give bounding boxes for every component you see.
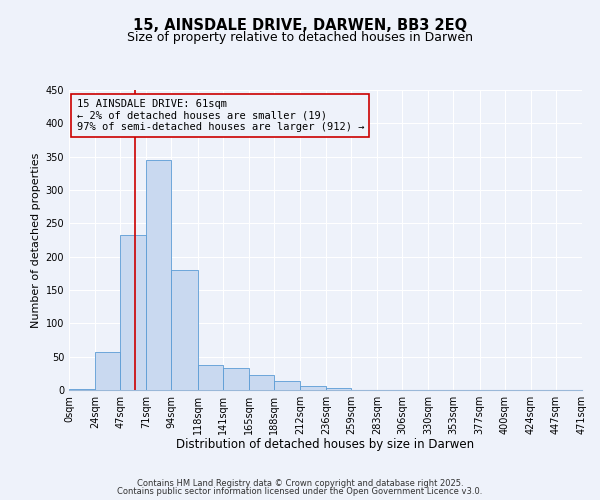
Bar <box>249 376 274 390</box>
Bar <box>120 234 146 390</box>
Text: Contains public sector information licensed under the Open Government Licence v3: Contains public sector information licen… <box>118 487 482 496</box>
Bar <box>197 366 223 390</box>
X-axis label: Distribution of detached houses by size in Darwen: Distribution of detached houses by size … <box>176 438 475 452</box>
Text: Contains HM Land Registry data © Crown copyright and database right 2025.: Contains HM Land Registry data © Crown c… <box>137 478 463 488</box>
Bar <box>95 352 120 390</box>
Bar <box>300 386 326 390</box>
Text: 15 AINSDALE DRIVE: 61sqm
← 2% of detached houses are smaller (19)
97% of semi-de: 15 AINSDALE DRIVE: 61sqm ← 2% of detache… <box>77 99 364 132</box>
Bar <box>69 388 95 390</box>
Bar <box>146 160 172 390</box>
Bar <box>172 270 197 390</box>
Text: Size of property relative to detached houses in Darwen: Size of property relative to detached ho… <box>127 31 473 44</box>
Bar <box>223 368 249 390</box>
Text: 15, AINSDALE DRIVE, DARWEN, BB3 2EQ: 15, AINSDALE DRIVE, DARWEN, BB3 2EQ <box>133 18 467 32</box>
Bar <box>274 380 300 390</box>
Bar <box>326 388 351 390</box>
Y-axis label: Number of detached properties: Number of detached properties <box>31 152 41 328</box>
